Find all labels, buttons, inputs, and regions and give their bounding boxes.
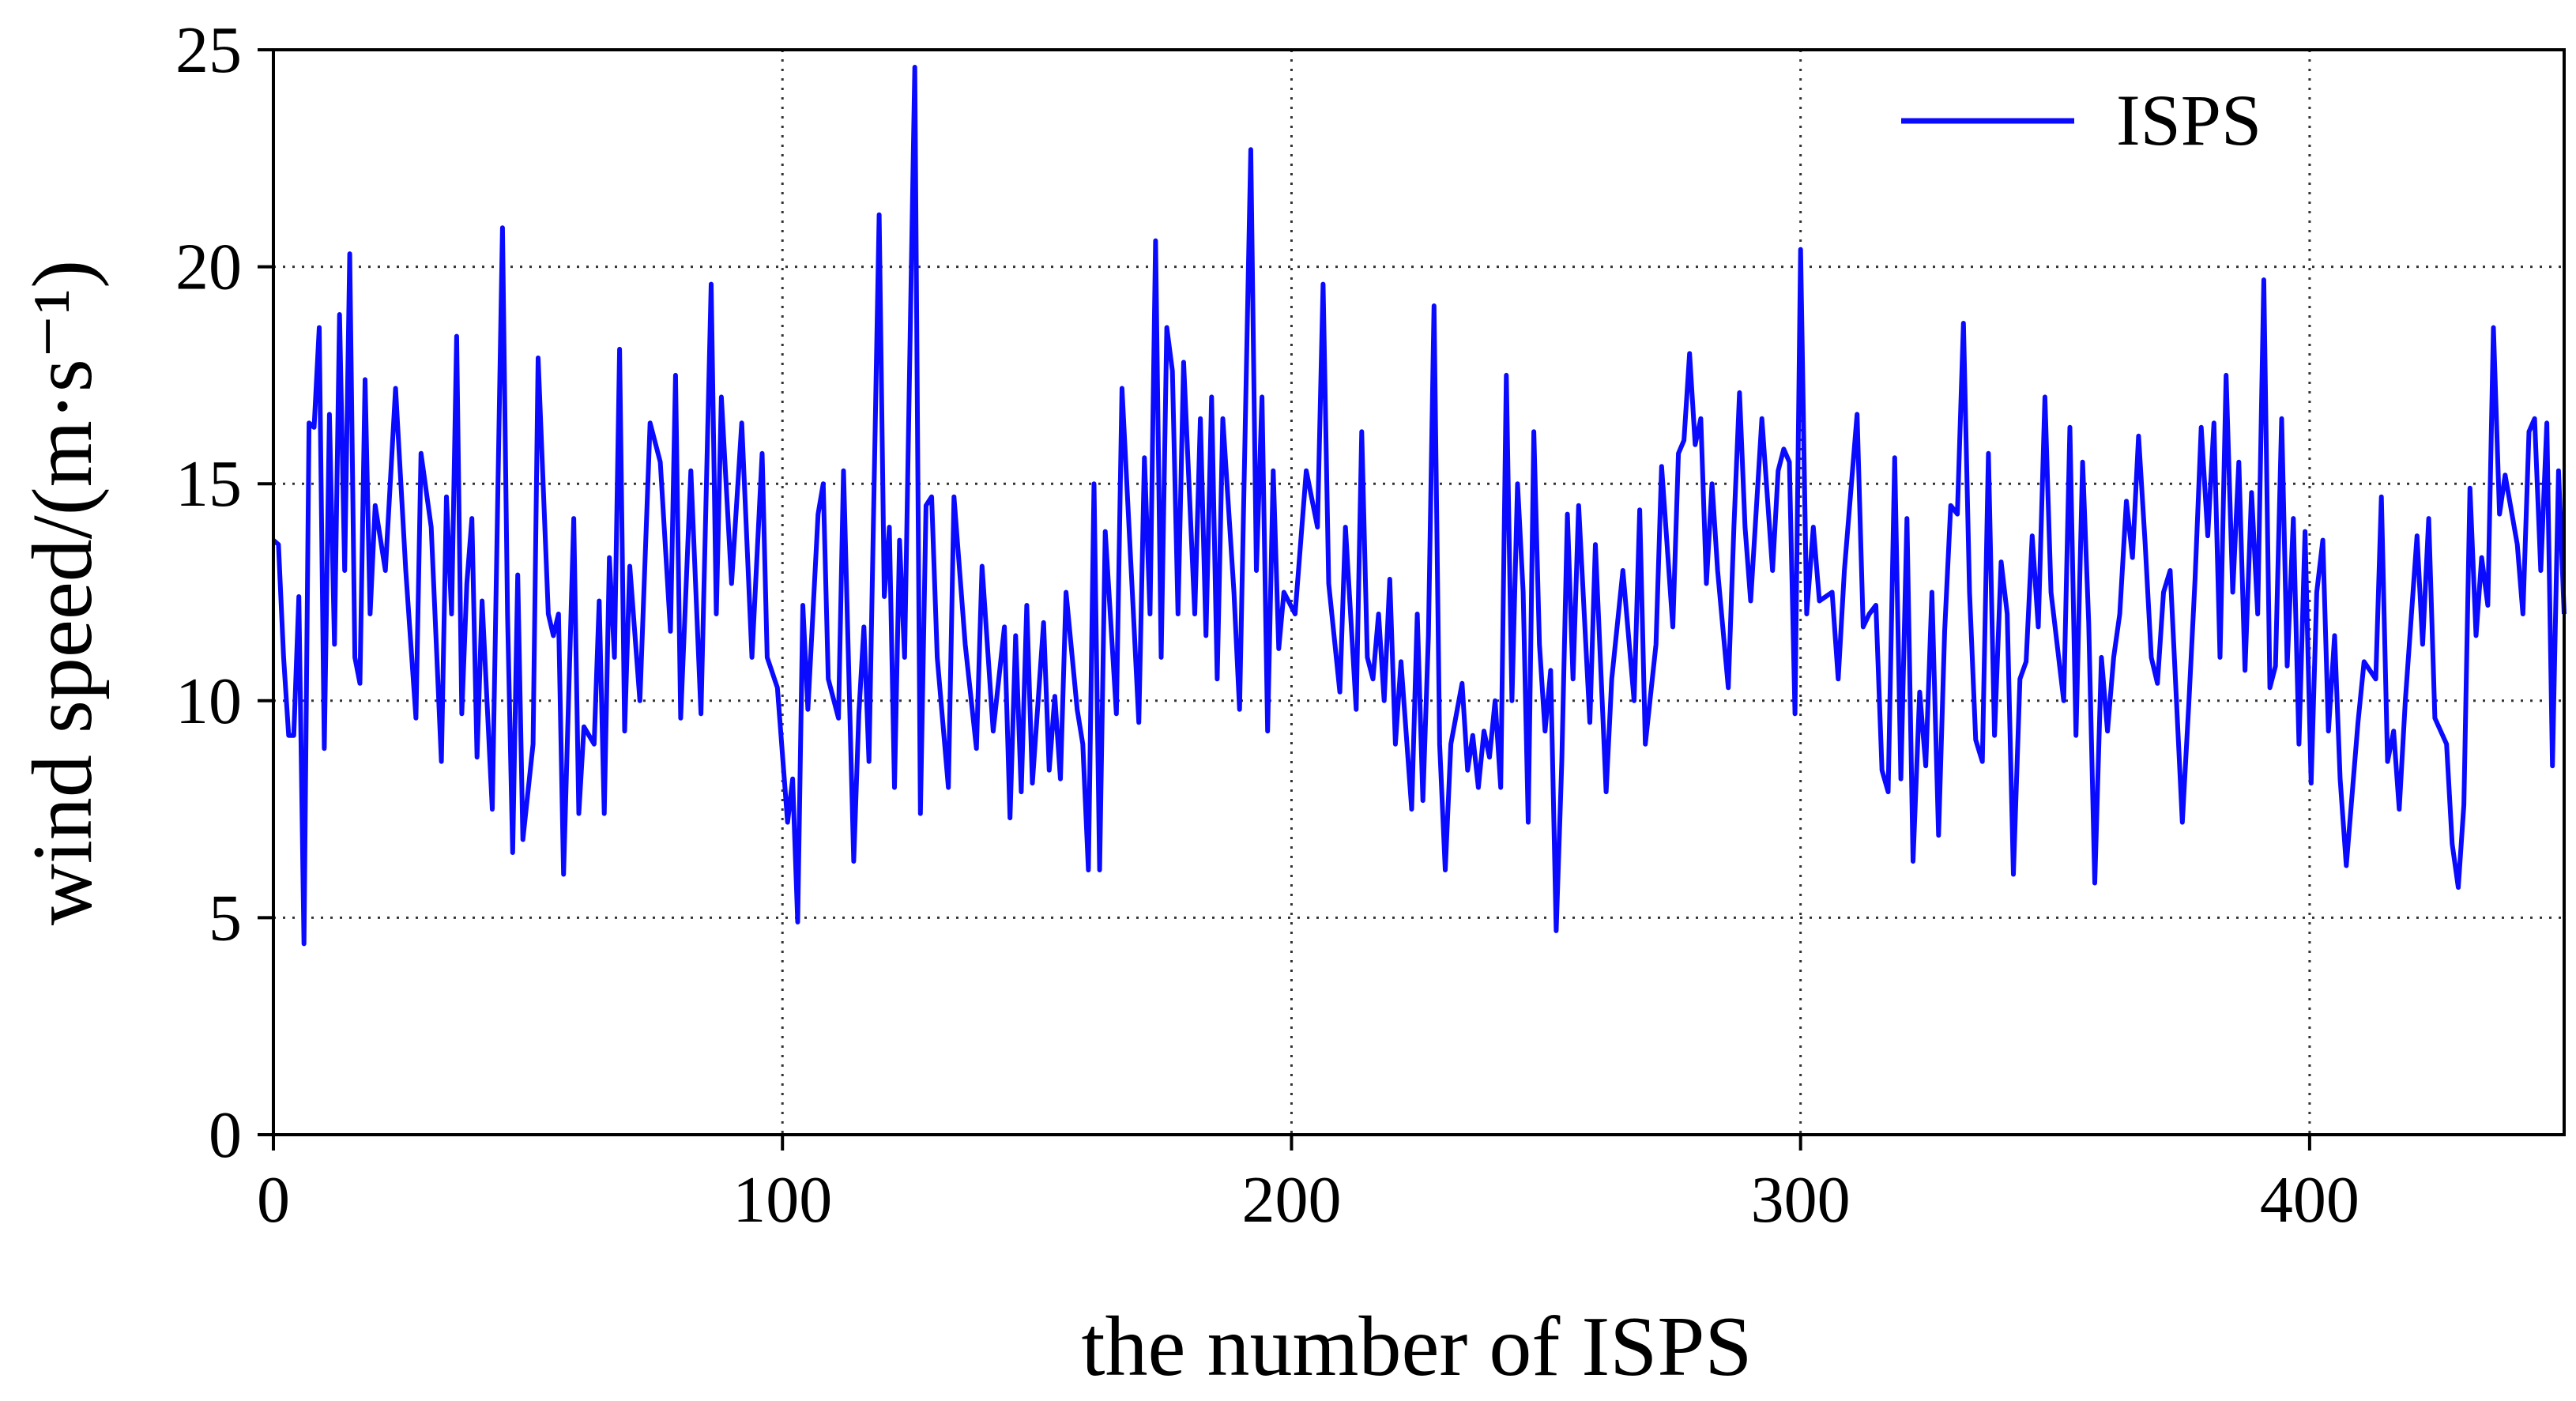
y-tick-label: 15 <box>175 447 242 521</box>
x-tick-label: 300 <box>1751 1163 1851 1237</box>
plot-frame <box>272 48 2566 1136</box>
y-axis-label: wind speed/(m·s⁻¹) <box>16 260 110 925</box>
x-tick-label: 100 <box>733 1163 832 1237</box>
y-tick-label: 25 <box>175 13 242 87</box>
y-tick-label: 5 <box>209 881 242 955</box>
x-tick-label: 0 <box>257 1163 290 1237</box>
x-tick-label: 400 <box>2260 1163 2359 1237</box>
y-tick-label: 10 <box>175 665 242 738</box>
data-line <box>272 65 2567 947</box>
legend-label: ISPS <box>2116 80 2262 160</box>
y-tick-label: 0 <box>209 1098 242 1172</box>
x-axis-label: the number of ISPS <box>1082 1300 1753 1394</box>
x-tick-label: 200 <box>1241 1163 1341 1237</box>
y-tick-label: 20 <box>175 231 242 304</box>
